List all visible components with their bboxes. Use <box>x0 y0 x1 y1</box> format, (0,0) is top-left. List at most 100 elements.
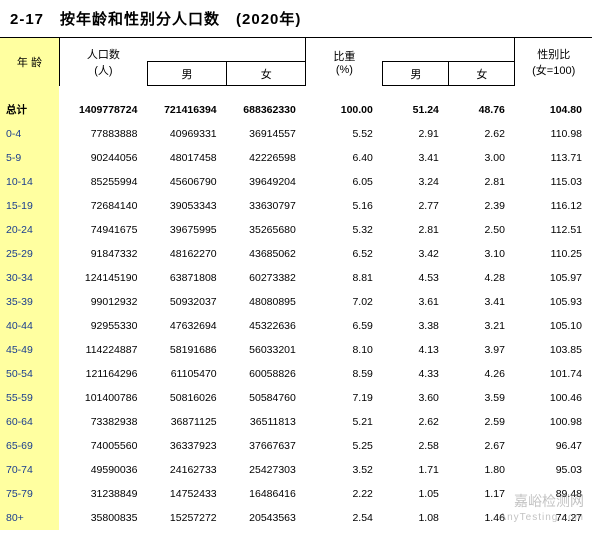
header-pct-female: 女 <box>449 62 515 86</box>
table-header: 年 龄 人口数(人) 比重(%) 性别比(女=100) 男 女 男 女 <box>0 38 592 86</box>
cell-total: 72684140 <box>59 194 147 218</box>
cell-pm: 2.77 <box>383 194 449 218</box>
cell-pct: 2.54 <box>306 506 383 530</box>
cell-ratio: 100.98 <box>515 410 592 434</box>
cell-total: 73382938 <box>59 410 147 434</box>
cell-pct: 7.19 <box>306 386 383 410</box>
cell-pf: 3.97 <box>449 338 515 362</box>
cell-ratio: 74.27 <box>515 506 592 530</box>
cell-pf: 3.21 <box>449 314 515 338</box>
cell-ratio: 89.48 <box>515 482 592 506</box>
cell-pm: 1.05 <box>383 482 449 506</box>
cell-ratio: 112.51 <box>515 218 592 242</box>
cell-total: 74941675 <box>59 218 147 242</box>
cell-age: 30-34 <box>0 266 59 290</box>
cell-female: 60058826 <box>227 362 306 386</box>
population-table: 年 龄 人口数(人) 比重(%) 性别比(女=100) 男 女 男 女 总计14… <box>0 37 592 530</box>
cell-male: 721416394 <box>147 98 226 122</box>
cell-male: 24162733 <box>147 458 226 482</box>
cell-male: 48017458 <box>147 146 226 170</box>
header-ratio: 性别比(女=100) <box>515 38 592 86</box>
cell-pct: 6.59 <box>306 314 383 338</box>
cell-pct: 6.52 <box>306 242 383 266</box>
cell-age: 总计 <box>0 98 59 122</box>
cell-total: 114224887 <box>59 338 147 362</box>
header-sex-group <box>147 38 305 62</box>
cell-pf: 2.59 <box>449 410 515 434</box>
cell-total: 124145190 <box>59 266 147 290</box>
table-row: 80+3580083515257272205435632.541.081.467… <box>0 506 592 530</box>
cell-age: 70-74 <box>0 458 59 482</box>
header-male: 男 <box>147 62 226 86</box>
cell-female: 16486416 <box>227 482 306 506</box>
cell-age: 50-54 <box>0 362 59 386</box>
cell-age: 15-19 <box>0 194 59 218</box>
cell-age: 65-69 <box>0 434 59 458</box>
cell-pm: 3.38 <box>383 314 449 338</box>
cell-age: 35-39 <box>0 290 59 314</box>
cell-male: 48162270 <box>147 242 226 266</box>
table-row: 0-47788388840969331369145575.522.912.621… <box>0 122 592 146</box>
table-row: 30-3412414519063871808602733828.814.534.… <box>0 266 592 290</box>
cell-ratio: 96.47 <box>515 434 592 458</box>
cell-age: 80+ <box>0 506 59 530</box>
table-row: 35-399901293250932037480808957.023.613.4… <box>0 290 592 314</box>
cell-pm: 3.42 <box>383 242 449 266</box>
cell-ratio: 113.71 <box>515 146 592 170</box>
cell-female: 37667637 <box>227 434 306 458</box>
cell-pm: 51.24 <box>383 98 449 122</box>
cell-male: 63871808 <box>147 266 226 290</box>
cell-female: 36914557 <box>227 122 306 146</box>
cell-pf: 3.41 <box>449 290 515 314</box>
cell-pm: 2.58 <box>383 434 449 458</box>
cell-female: 33630797 <box>227 194 306 218</box>
cell-total: 49590036 <box>59 458 147 482</box>
cell-total: 121164296 <box>59 362 147 386</box>
cell-pm: 4.13 <box>383 338 449 362</box>
cell-male: 58191686 <box>147 338 226 362</box>
cell-female: 45322636 <box>227 314 306 338</box>
cell-total: 92955330 <box>59 314 147 338</box>
cell-age: 25-29 <box>0 242 59 266</box>
cell-female: 43685062 <box>227 242 306 266</box>
table-title: 2-17 按年龄和性别分人口数 (2020年) <box>0 0 592 37</box>
cell-total: 99012932 <box>59 290 147 314</box>
cell-ratio: 116.12 <box>515 194 592 218</box>
cell-total: 35800835 <box>59 506 147 530</box>
cell-pf: 2.39 <box>449 194 515 218</box>
cell-male: 14752433 <box>147 482 226 506</box>
header-age: 年 龄 <box>0 38 59 86</box>
cell-pct: 5.16 <box>306 194 383 218</box>
cell-female: 20543563 <box>227 506 306 530</box>
cell-pf: 1.46 <box>449 506 515 530</box>
table-row: 60-647338293836871125365118135.212.622.5… <box>0 410 592 434</box>
cell-pct: 100.00 <box>306 98 383 122</box>
header-female: 女 <box>227 62 306 86</box>
table-row: 15-197268414039053343336307975.162.772.3… <box>0 194 592 218</box>
cell-pct: 5.32 <box>306 218 383 242</box>
table-row: 25-299184733248162270436850626.523.423.1… <box>0 242 592 266</box>
cell-total: 1409778724 <box>59 98 147 122</box>
table-row: 55-5910140078650816026505847607.193.603.… <box>0 386 592 410</box>
cell-ratio: 104.80 <box>515 98 592 122</box>
cell-pf: 2.50 <box>449 218 515 242</box>
cell-female: 50584760 <box>227 386 306 410</box>
cell-pct: 5.21 <box>306 410 383 434</box>
cell-pm: 2.91 <box>383 122 449 146</box>
cell-total: 85255994 <box>59 170 147 194</box>
cell-female: 36511813 <box>227 410 306 434</box>
cell-pm: 2.81 <box>383 218 449 242</box>
cell-pm: 4.33 <box>383 362 449 386</box>
cell-ratio: 101.74 <box>515 362 592 386</box>
cell-ratio: 110.98 <box>515 122 592 146</box>
table-row: 75-793123884914752433164864162.221.051.1… <box>0 482 592 506</box>
cell-ratio: 100.46 <box>515 386 592 410</box>
cell-male: 39675995 <box>147 218 226 242</box>
cell-age: 40-44 <box>0 314 59 338</box>
table-row: 5-99024405648017458422265986.403.413.001… <box>0 146 592 170</box>
cell-female: 688362330 <box>227 98 306 122</box>
cell-ratio: 115.03 <box>515 170 592 194</box>
cell-male: 36871125 <box>147 410 226 434</box>
cell-pct: 5.25 <box>306 434 383 458</box>
table-row: 70-744959003624162733254273033.521.711.8… <box>0 458 592 482</box>
